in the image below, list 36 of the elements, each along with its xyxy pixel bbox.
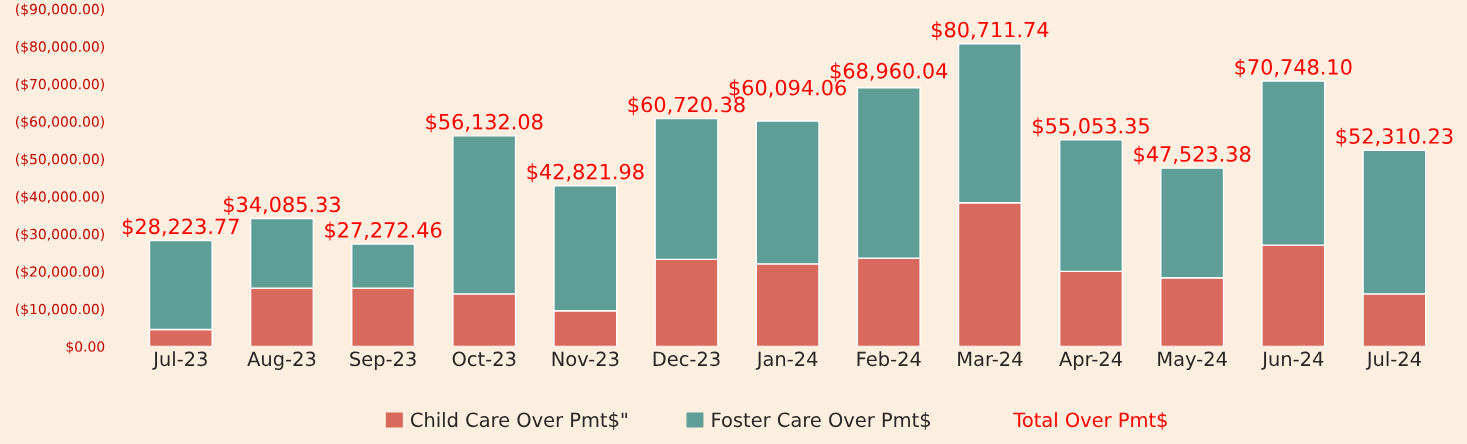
- x-tick-label: Sep-23: [350, 351, 416, 370]
- total-label: $80,711.74: [931, 21, 1049, 41]
- y-tick-label: ($40,000.00): [16, 191, 104, 204]
- total-label: $56,132.08: [426, 113, 543, 133]
- y-tick-label: ($50,000.00): [16, 153, 104, 167]
- x-tick-label: Oct-23: [452, 351, 516, 367]
- x-tick-label: May-24: [1158, 351, 1227, 370]
- x-tick-label: Apr-24: [1059, 351, 1123, 370]
- total-label: $47,523.38: [1134, 145, 1251, 165]
- y-tick-label: ($90,000.00): [16, 3, 104, 17]
- y-tick-label: $0.00: [66, 341, 105, 354]
- y-tick-label: ($30,000.00): [16, 228, 104, 242]
- total-label: $55,053.35: [1033, 117, 1149, 137]
- text: Total Over Pmt$: [1013, 412, 1167, 430]
- total-label: $70,748.10: [1235, 58, 1352, 78]
- total-label: $34,085.33: [224, 196, 340, 215]
- legend-label: Child Care Over Pmt$": [410, 412, 627, 430]
- total-label: $28,223.77: [122, 218, 239, 237]
- x-tick-label: Jun-24: [1261, 351, 1324, 370]
- y-tick-label: ($80,000.00): [16, 41, 104, 54]
- y-tick-label: ($60,000.00): [16, 116, 104, 129]
- y-tick-label: ($10,000.00): [16, 303, 104, 317]
- x-tick-label: Nov-23: [552, 351, 619, 367]
- total-label: $42,821.98: [527, 163, 644, 183]
- x-tick-label: Mar-24: [958, 351, 1023, 367]
- legend-label: Foster Care Over Pmt$: [712, 412, 930, 430]
- y-tick-label: ($70,000.00): [16, 78, 104, 92]
- total-label: $27,272.46: [325, 221, 442, 241]
- x-tick-label: Jul-24: [1365, 351, 1421, 370]
- x-tick-label: Jul-23: [152, 351, 207, 370]
- x-tick-label: Feb-24: [857, 351, 921, 367]
- y-tick-label: ($20,000.00): [16, 266, 104, 279]
- total-label: $52,310.23: [1336, 127, 1453, 147]
- x-tick-label: Aug-23: [247, 351, 316, 370]
- x-tick-label: Jan-24: [755, 351, 818, 370]
- x-tick-label: Dec-23: [653, 351, 720, 367]
